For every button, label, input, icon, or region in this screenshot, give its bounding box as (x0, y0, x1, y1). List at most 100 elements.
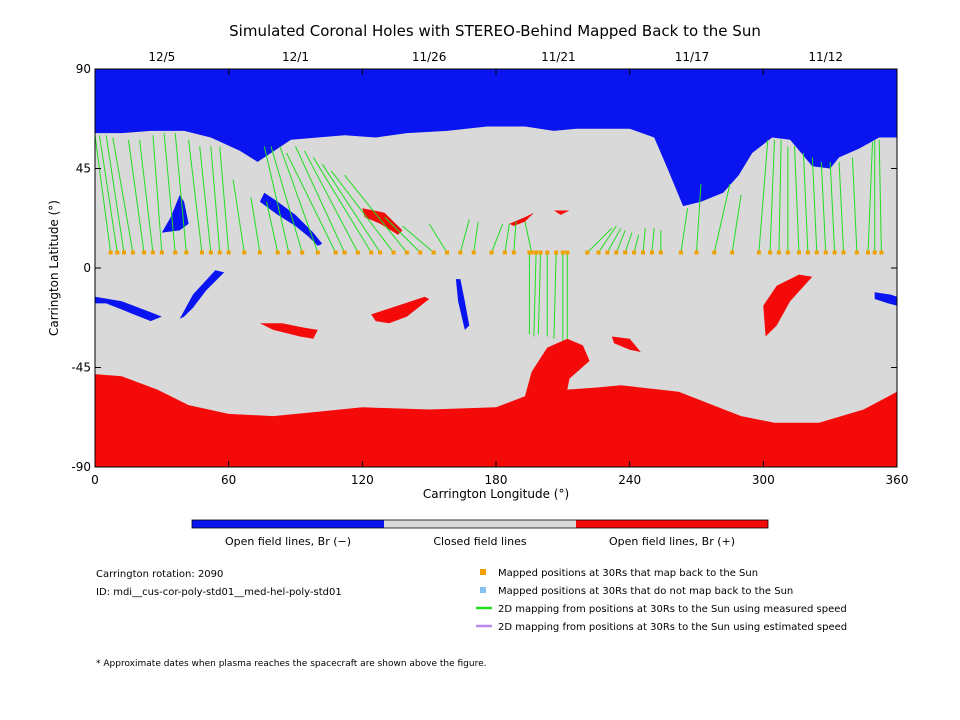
y-axis-label: Carrington Latitude (°) (47, 200, 61, 336)
mapped-point (108, 250, 113, 255)
colorbar-open-negative (192, 520, 384, 528)
mapping-line (330, 170, 394, 253)
mapped-point (545, 250, 550, 255)
mapped-points (108, 250, 884, 255)
mapping-line (642, 228, 646, 253)
positive-hole-patch (259, 323, 318, 339)
mapped-point (369, 250, 374, 255)
mapping-line (344, 174, 408, 253)
y-tick-label: 0 (83, 261, 91, 275)
mapping-line (459, 219, 470, 253)
mapped-point (796, 250, 801, 255)
mapped-point (458, 250, 463, 255)
mapped-point (785, 250, 790, 255)
mapping-line (598, 225, 617, 253)
mapped-point (565, 250, 570, 255)
mapping-line (95, 135, 112, 253)
mapped-point (605, 250, 610, 255)
colorbar-label-negative: Open field lines, Br (−) (225, 535, 351, 548)
x-tick-label: 120 (351, 473, 374, 487)
mapped-point (527, 250, 532, 255)
positive-hole-patch (553, 210, 570, 215)
mapping-line (250, 197, 261, 253)
top-date-axis: 12/5 12/1 11/26 11/21 11/17 11/12 (148, 50, 843, 64)
mapping-line (524, 221, 533, 253)
legend: Mapped positions at 30Rs that map back t… (476, 568, 847, 633)
mapped-point (489, 250, 494, 255)
x-tick-label: 360 (886, 473, 909, 487)
mapping-line (219, 146, 230, 253)
mapped-point (768, 250, 773, 255)
mapping-line (513, 221, 517, 253)
south-coronal-hole (95, 338, 897, 467)
mapping-line (769, 139, 775, 253)
negative-hole-patch (455, 279, 470, 330)
mapping-line (139, 139, 154, 253)
legend-marker-orange-square (480, 569, 486, 575)
mapping-line (188, 139, 203, 253)
legend-label-measured: 2D mapping from positions at 30Rs to the… (498, 604, 847, 615)
mapping-line (152, 135, 163, 253)
mapping-line (533, 252, 537, 337)
mapped-point (879, 250, 884, 255)
mapping-line (680, 208, 689, 253)
mapping-line (867, 141, 873, 253)
top-date-label: 11/26 (412, 50, 447, 64)
mapping-line (651, 228, 655, 253)
mapped-point (866, 250, 871, 255)
mapped-point (471, 250, 476, 255)
mapped-point (776, 250, 781, 255)
mapped-point (431, 250, 436, 255)
mapped-point (355, 250, 360, 255)
legend-label-not-mapped: Mapped positions at 30Rs that do not map… (498, 586, 793, 597)
mapped-point (614, 250, 619, 255)
x-tick-label: 240 (618, 473, 641, 487)
mapped-point (404, 250, 409, 255)
mapped-point (184, 250, 189, 255)
mapped-point (286, 250, 291, 255)
x-tick-label: 300 (752, 473, 775, 487)
mapping-line (232, 179, 245, 253)
legend-label-estimated: 2D mapping from positions at 30Rs to the… (498, 622, 847, 633)
mapped-point (554, 250, 559, 255)
mapped-point (333, 250, 338, 255)
x-tick-label: 0 (91, 473, 99, 487)
field-regions (95, 69, 897, 467)
mapped-point (694, 250, 699, 255)
mapping-line (163, 133, 176, 253)
legend-label-mapped: Mapped positions at 30Rs that map back t… (498, 568, 758, 579)
footnote: * Approximate dates when plasma reaches … (96, 659, 487, 669)
mapped-point (649, 250, 654, 255)
mapping-line (778, 139, 782, 253)
x-tick-label: 60 (221, 473, 236, 487)
mapping-line (303, 150, 359, 253)
mapped-point (841, 250, 846, 255)
mapped-point (130, 250, 135, 255)
mapping-line (473, 221, 479, 253)
negative-hole-patch (179, 270, 225, 319)
top-date-label: 11/12 (808, 50, 843, 64)
mapping-line (696, 183, 702, 253)
positive-hole-patch (763, 274, 813, 337)
mapped-point (814, 250, 819, 255)
mapping-line (312, 157, 372, 253)
top-date-label: 11/21 (541, 50, 576, 64)
negative-hole-patch (259, 192, 323, 246)
positive-hole-patch (611, 336, 641, 352)
mapped-point (378, 250, 383, 255)
mapping-line (537, 252, 542, 335)
mapped-point (121, 250, 126, 255)
mapping-line (279, 146, 319, 253)
mapped-point (872, 250, 877, 255)
mapped-point (502, 250, 507, 255)
mapping-lines (95, 133, 882, 341)
mapped-point (150, 250, 155, 255)
mapping-line (829, 161, 836, 253)
mapping-line (270, 146, 303, 253)
y-axis: -90 -45 0 45 90 (71, 62, 897, 474)
mapped-point (142, 250, 147, 255)
mapped-point (805, 250, 810, 255)
mapping-line (851, 157, 858, 253)
mapped-point (658, 250, 663, 255)
